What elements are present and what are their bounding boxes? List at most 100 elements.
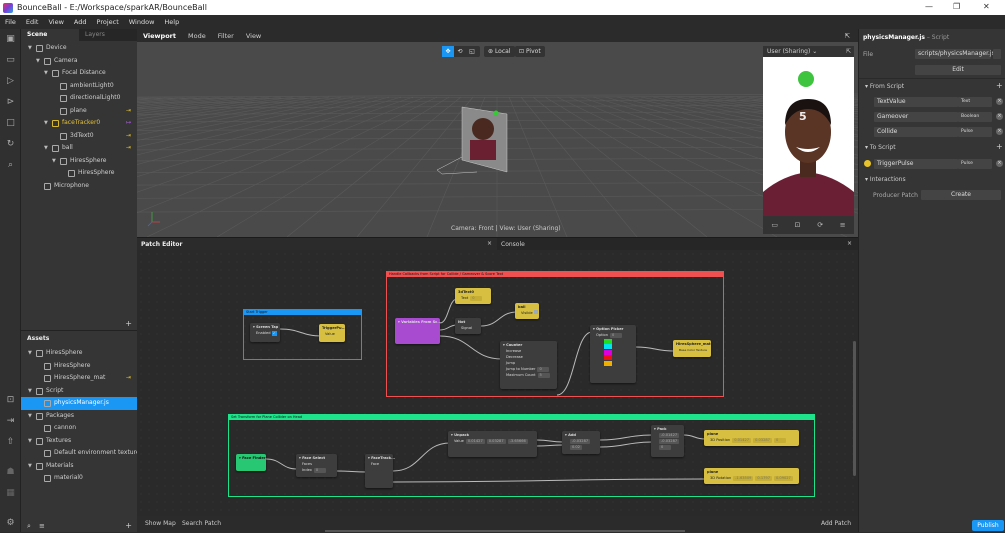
add-from-script-icon[interactable]: +	[996, 81, 1003, 90]
move-tool-icon[interactable]: ✥	[442, 46, 454, 57]
search-icon[interactable]: ⌕	[7, 160, 14, 170]
tab-view[interactable]: View	[245, 31, 262, 40]
local-button[interactable]: ⊛ Local	[484, 46, 515, 57]
pivot-button[interactable]: ⊡ Pivot	[515, 46, 545, 57]
pack-z[interactable]: 0	[659, 445, 671, 450]
patch-wire[interactable]	[336, 470, 368, 473]
binding-icon[interactable]: ⇥	[125, 106, 131, 114]
patch-wire[interactable]	[265, 458, 298, 470]
expand-arrow-icon[interactable]: ▼	[28, 45, 32, 51]
binding-icon[interactable]: ⇥	[125, 144, 131, 151]
expand-arrow-icon[interactable]: ▼	[28, 350, 32, 356]
interactions-section[interactable]: ▾ Interactions	[865, 176, 906, 183]
enabled-checkbox[interactable]: ✓	[271, 331, 277, 336]
step-icon[interactable]: ⊳	[6, 97, 15, 107]
close-patch-editor-icon[interactable]: ×	[487, 240, 493, 247]
to-script-type[interactable]: Pulse	[958, 159, 992, 169]
tree-item[interactable]: material0	[21, 472, 137, 485]
rotate-tool-icon[interactable]: ⟲	[457, 48, 463, 55]
expand-arrow-icon[interactable]: ▼	[28, 387, 32, 394]
node-add[interactable]: ▾ Add -0.03287 0.02	[562, 431, 600, 454]
tree-item[interactable]: ▼ Focal Distance	[21, 67, 137, 80]
rotation-y[interactable]: 0.1797	[755, 476, 772, 481]
unpack-z-field[interactable]: -3.65666	[507, 439, 528, 444]
menu-view[interactable]: View	[48, 18, 64, 26]
stop-icon[interactable]: □	[6, 118, 15, 128]
group-transform[interactable]: Set Transform for Plane Collider on Head	[228, 414, 815, 497]
color-swatch[interactable]	[604, 338, 612, 344]
tree-item[interactable]: ▼ Camera	[21, 55, 137, 68]
from-script-name[interactable]: Gameover	[874, 112, 958, 122]
patch-wire[interactable]	[536, 444, 564, 447]
tree-item[interactable]: HiresSphere_mat ⇥	[21, 372, 137, 385]
to-script-section[interactable]: ▾ To Script	[865, 144, 896, 151]
viewport[interactable]: Viewport Mode Filter View ⇱ ✥ ⟲ ◱ ⊛ Local …	[137, 29, 858, 237]
rotation-z[interactable]: 0.09027	[773, 476, 793, 481]
patch-wire[interactable]	[599, 434, 653, 441]
expand-arrow-icon[interactable]: ▼	[28, 437, 32, 444]
node-face-finder[interactable]: ▾ Face Finder	[236, 454, 266, 471]
patch-wire[interactable]	[279, 328, 323, 337]
send-to-device-icon[interactable]: ⇥	[6, 416, 15, 426]
from-script-type[interactable]: Boolean	[958, 112, 992, 122]
patch-wire[interactable]	[439, 335, 503, 360]
maximize-button[interactable]: ❐	[953, 2, 961, 11]
node-3dtext[interactable]: 3dText0 Text 0	[455, 288, 491, 304]
node-trigger-pulse[interactable]: TriggerPu... Value	[319, 324, 346, 342]
patch-wire[interactable]	[556, 331, 593, 396]
close-console-icon[interactable]: ×	[847, 240, 853, 247]
node-plane-rotation[interactable]: plane 3D Rotation -1.63509 0.1797 0.09027	[704, 468, 799, 484]
search-patch-button[interactable]: Search Patch	[182, 520, 221, 527]
expand-arrow-icon[interactable]: ▼	[44, 120, 48, 126]
tab-mode[interactable]: Mode	[188, 31, 206, 40]
node-plane-position[interactable]: plane 3D Position 0.01427 0.03287 0	[704, 430, 799, 446]
menu-window[interactable]: Window	[128, 18, 155, 26]
file-browse-button[interactable]	[993, 49, 1001, 59]
tree-item[interactable]: ▼ Textures	[21, 435, 137, 448]
color-swatch[interactable]	[604, 360, 612, 366]
tree-item[interactable]: plane ⇥	[21, 105, 137, 118]
minimize-button[interactable]: —	[925, 2, 933, 11]
menu-icon[interactable]: ≡	[839, 221, 846, 229]
patch-wire[interactable]	[536, 439, 564, 443]
add-input-2[interactable]: 0.02	[570, 445, 583, 450]
patch-wire[interactable]	[392, 478, 706, 483]
from-script-name[interactable]: Collide	[874, 127, 958, 137]
tree-item[interactable]: cannon	[21, 422, 137, 435]
patch-wire[interactable]	[635, 346, 675, 352]
remove-icon[interactable]: ×	[996, 98, 1003, 105]
filter-icon[interactable]: ≡	[39, 522, 45, 530]
unpack-x-field[interactable]: 0.01427	[465, 439, 485, 444]
tab-viewport[interactable]: Viewport	[143, 31, 176, 40]
tree-item[interactable]: ▼ HiresSphere	[21, 347, 137, 360]
text-value-field[interactable]: 0	[470, 296, 483, 301]
menu-edit[interactable]: Edit	[25, 18, 39, 26]
node-unpack[interactable]: ▾ Unpack Value 0.01427 0.03287 -3.65666	[448, 431, 537, 457]
menu-add[interactable]: Add	[73, 18, 87, 26]
capture-icon[interactable]: ⊡	[794, 221, 801, 229]
position-z[interactable]: 0	[773, 438, 786, 443]
bug-icon[interactable]: ☗	[6, 467, 15, 477]
expand-arrow-icon[interactable]: ▼	[36, 57, 40, 64]
add-input-1[interactable]: -0.03287	[570, 439, 591, 444]
tree-item[interactable]: ▼ faceTracker0 ↦	[21, 117, 137, 130]
refresh-icon[interactable]: ↻	[6, 139, 15, 149]
binding-icon[interactable]: ↦	[125, 119, 131, 126]
node-hiressphere-mat[interactable]: HiresSphere_mat Base Color Texture	[673, 340, 711, 357]
group-start-trigger[interactable]: Start Trigger	[243, 309, 362, 360]
tree-item[interactable]: ▼ Device	[21, 42, 137, 55]
tree-item[interactable]: HiresSphere	[21, 167, 137, 180]
vertical-scrollbar[interactable]	[853, 341, 856, 476]
menu-help[interactable]: Help	[164, 18, 180, 26]
show-map-button[interactable]: Show Map	[145, 520, 176, 527]
color-swatch[interactable]	[604, 349, 612, 355]
binding-icon[interactable]: ⇥	[125, 374, 131, 381]
menu-file[interactable]: File	[5, 18, 16, 26]
tab-filter[interactable]: Filter	[217, 31, 234, 40]
add-scene-object-button[interactable]: +	[125, 319, 132, 328]
option-field[interactable]: 0	[610, 333, 622, 338]
tree-item[interactable]: Microphone	[21, 180, 137, 193]
node-face-tracker[interactable]: ▾ FaceTrack... Face	[365, 454, 395, 488]
expand-arrow-icon[interactable]: ▼	[44, 145, 48, 151]
remove-icon[interactable]: ×	[996, 113, 1003, 120]
